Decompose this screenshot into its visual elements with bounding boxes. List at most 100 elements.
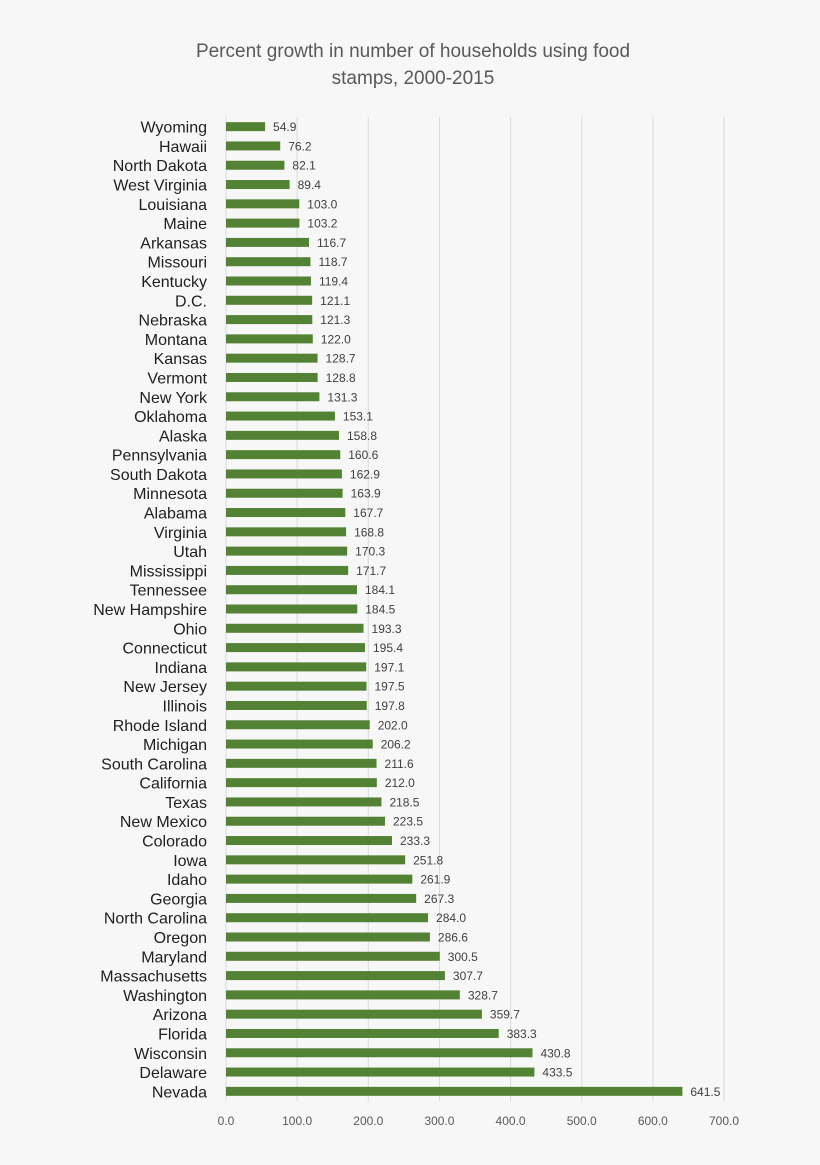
bar <box>226 257 311 267</box>
category-labels: Wyoming Hawaii North Dakota West Virginia Lo… <box>93 120 208 1102</box>
category-label: Washington <box>123 988 207 1005</box>
category-label: Kansas <box>154 351 207 368</box>
bar <box>226 720 370 730</box>
data-label: 167.7 <box>353 506 383 520</box>
bar <box>226 700 367 710</box>
bar <box>226 874 413 884</box>
category-label: New York <box>139 390 208 407</box>
bar <box>226 411 335 421</box>
bar <box>226 353 318 363</box>
data-label: 122.0 <box>321 332 351 346</box>
category-label: North Carolina <box>104 911 207 928</box>
data-label: 131.3 <box>327 390 357 404</box>
data-label: 158.8 <box>347 429 377 443</box>
category-label: Wyoming <box>140 120 207 137</box>
bar <box>226 893 417 903</box>
data-label: 206.2 <box>381 738 411 752</box>
category-label: Ohio <box>173 621 207 638</box>
category-label: Montana <box>145 332 207 349</box>
data-labels: 54.9 76.2 82.1 89.4 103.0 103.2 116.7 118.7 119.… <box>273 120 721 1099</box>
category-label: Pennsylvania <box>112 448 207 465</box>
category-label: New Mexico <box>120 814 207 831</box>
x-tick-label: 100.0 <box>282 1114 312 1128</box>
bar <box>226 276 311 286</box>
bar <box>226 816 386 826</box>
bar <box>226 527 347 537</box>
data-label: 286.6 <box>438 931 468 945</box>
bar <box>226 1009 482 1019</box>
category-label: Nevada <box>152 1084 207 1101</box>
data-label: 233.3 <box>400 834 430 848</box>
category-label: Mississippi <box>130 563 207 580</box>
category-label: Maryland <box>141 949 207 966</box>
data-label: 430.8 <box>540 1046 570 1060</box>
bar <box>226 199 300 209</box>
bar <box>226 932 430 942</box>
bar <box>226 508 346 518</box>
x-tick-label: 700.0 <box>709 1114 739 1128</box>
category-label: California <box>139 776 207 793</box>
data-label: 212.0 <box>385 776 415 790</box>
category-label: Vermont <box>147 370 207 387</box>
bars <box>226 122 683 1096</box>
bar <box>226 971 445 981</box>
category-label: Arizona <box>153 1007 207 1024</box>
bar <box>226 488 343 498</box>
x-tick-label: 200.0 <box>353 1114 383 1128</box>
category-label: Alaska <box>159 428 207 445</box>
bar <box>226 546 348 556</box>
category-label: Colorado <box>142 834 207 851</box>
bar <box>226 334 313 344</box>
data-label: 197.8 <box>375 699 405 713</box>
category-label: Oklahoma <box>134 409 207 426</box>
bar <box>226 836 392 846</box>
x-tick-label: 600.0 <box>638 1114 668 1128</box>
category-label: Connecticut <box>123 641 208 658</box>
category-label: Idaho <box>167 872 207 889</box>
category-label: Indiana <box>155 660 208 677</box>
category-label: Minnesota <box>133 486 207 503</box>
category-label: West Virginia <box>113 178 207 195</box>
bar <box>226 180 290 190</box>
category-label: Texas <box>165 795 207 812</box>
bar <box>226 141 281 151</box>
bar <box>226 951 440 961</box>
data-label: 116.7 <box>317 236 346 250</box>
category-label: Tennessee <box>130 583 207 600</box>
data-label: 54.9 <box>273 120 297 134</box>
data-label: 328.7 <box>468 988 498 1002</box>
category-label: Iowa <box>173 853 207 870</box>
bar <box>226 778 377 788</box>
data-label: 103.0 <box>307 197 337 211</box>
x-tick-label: 300.0 <box>424 1114 454 1128</box>
bar <box>226 643 366 653</box>
bar <box>226 990 460 1000</box>
category-label: Massachusetts <box>100 969 207 986</box>
chart-title-line-1: Percent growth in number of households u… <box>195 41 631 62</box>
category-label: Kentucky <box>141 274 207 291</box>
category-label: Illinois <box>163 698 207 715</box>
category-label: Wisconsin <box>134 1046 207 1063</box>
bar <box>226 565 349 575</box>
data-label: 168.8 <box>354 525 384 539</box>
bar <box>226 372 318 382</box>
data-label: 184.5 <box>365 603 395 617</box>
category-label: New Jersey <box>123 679 207 696</box>
x-axis-ticks: 0.0 100.0 200.0 300.0 400.0 500.0 600.0 700.0 <box>218 1114 740 1128</box>
data-label: 119.4 <box>319 275 348 289</box>
bar <box>226 122 266 132</box>
category-label: New Hampshire <box>93 602 207 619</box>
category-label: Alabama <box>144 506 207 523</box>
data-label: 202.0 <box>378 718 408 732</box>
bar <box>226 797 382 807</box>
category-label: Nebraska <box>139 313 208 330</box>
bar <box>226 623 364 633</box>
data-label: 218.5 <box>389 795 419 809</box>
bar <box>226 315 313 325</box>
data-label: 76.2 <box>288 139 312 153</box>
data-label: 267.3 <box>424 892 454 906</box>
bar <box>226 218 300 228</box>
category-label: Delaware <box>139 1065 207 1082</box>
data-label: 359.7 <box>490 1008 520 1022</box>
